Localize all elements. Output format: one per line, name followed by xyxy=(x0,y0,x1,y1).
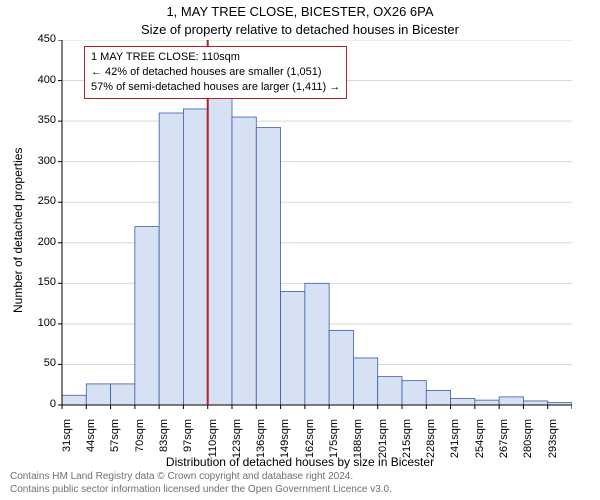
x-tick-label: 57sqm xyxy=(109,419,121,459)
x-tick-label: 97sqm xyxy=(182,419,194,459)
chart-title-line1: 1, MAY TREE CLOSE, BICESTER, OX26 6PA xyxy=(0,4,600,19)
x-tick-label: 241sqm xyxy=(449,419,461,459)
x-tick-label: 162sqm xyxy=(304,419,316,459)
x-tick-label: 293sqm xyxy=(547,419,559,459)
x-tick-label: 136sqm xyxy=(255,419,267,459)
footer-line1: Contains HM Land Registry data © Crown c… xyxy=(10,471,392,484)
x-tick-label: 70sqm xyxy=(134,419,146,459)
y-tick-label: 450 xyxy=(26,33,56,45)
footer-attribution: Contains HM Land Registry data © Crown c… xyxy=(10,471,392,496)
y-tick-label: 50 xyxy=(26,357,56,369)
x-tick-label: 201sqm xyxy=(377,419,389,459)
y-tick-label: 0 xyxy=(26,398,56,410)
x-tick-label: 83sqm xyxy=(158,419,170,459)
chart-stage: 1, MAY TREE CLOSE, BICESTER, OX26 6PA Si… xyxy=(0,0,600,500)
x-tick-label: 175sqm xyxy=(328,419,340,459)
x-tick-label: 215sqm xyxy=(401,419,413,459)
y-tick-label: 200 xyxy=(26,236,56,248)
x-tick-label: 267sqm xyxy=(498,419,510,459)
x-tick-label: 188sqm xyxy=(352,419,364,459)
y-tick-label: 400 xyxy=(26,74,56,86)
y-tick-label: 300 xyxy=(26,155,56,167)
x-tick-label: 149sqm xyxy=(279,419,291,459)
y-tick-label: 350 xyxy=(26,114,56,126)
x-tick-label: 228sqm xyxy=(425,419,437,459)
y-tick-label: 250 xyxy=(26,195,56,207)
y-tick-label: 150 xyxy=(26,276,56,288)
annotation-line2: ← 42% of detached houses are smaller (1,… xyxy=(91,65,340,80)
x-tick-label: 280sqm xyxy=(522,419,534,459)
y-tick-label: 100 xyxy=(26,317,56,329)
footer-line2: Contains public sector information licen… xyxy=(10,484,392,497)
annotation-line1: 1 MAY TREE CLOSE: 110sqm xyxy=(91,50,340,65)
x-tick-label: 254sqm xyxy=(474,419,486,459)
y-axis-label: Number of detached properties xyxy=(11,147,25,312)
x-tick-label: 31sqm xyxy=(61,419,73,459)
annotation-box: 1 MAY TREE CLOSE: 110sqm ← 42% of detach… xyxy=(84,46,347,99)
x-tick-label: 123sqm xyxy=(231,419,243,459)
annotation-line3: 57% of semi-detached houses are larger (… xyxy=(91,80,340,95)
x-tick-label: 44sqm xyxy=(85,419,97,459)
x-tick-label: 110sqm xyxy=(207,419,219,459)
chart-title-line2: Size of property relative to detached ho… xyxy=(0,22,600,37)
